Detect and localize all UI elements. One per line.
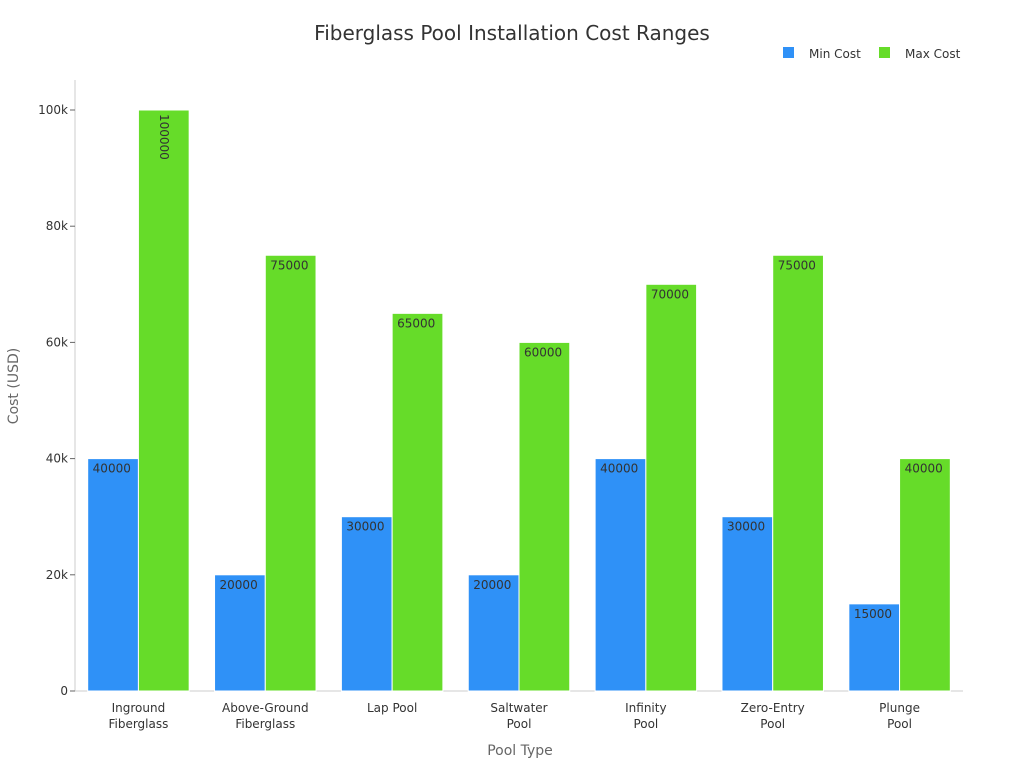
bar-min-cost [848,603,901,692]
data-label: 15000 [854,607,892,621]
bar-max-cost [137,109,190,692]
bar-min-cost [87,458,139,692]
bar-max-cost [391,312,444,692]
y-tick-label: 100k [38,103,68,117]
data-label: 20000 [473,578,511,592]
x-tick-label: Above-Ground [222,701,309,715]
y-tick-label: 0 [60,684,68,698]
legend-swatch [783,47,794,58]
data-label: 75000 [778,258,816,272]
y-tick-label: 60k [46,335,68,349]
bar-min-cost [467,574,520,692]
x-tick-label: Saltwater [490,701,547,715]
x-tick-label: Pool [633,717,658,731]
bar-max-cost [899,458,951,692]
x-tick-label: Zero-Entry [741,701,805,715]
axes: 0 20k 40k 60k 80k 100k Inground Fiberglass Above… [38,80,963,731]
bar-max-cost [264,254,317,692]
data-label: 30000 [727,520,765,534]
data-label: 40000 [93,462,131,476]
legend-label: Max Cost [905,47,961,61]
data-label: 70000 [651,287,689,301]
data-label: 20000 [220,578,258,592]
data-label: 40000 [600,462,638,476]
x-axis-label: Pool Type [487,743,553,759]
legend-label: Min Cost [809,47,861,61]
data-label: 30000 [346,520,384,534]
bars: 40000 100000 20000 75000 30000 65000 20000 6000… [87,109,951,692]
x-tick-label: Lap Pool [367,701,417,715]
x-tick-label: Plunge [879,701,920,715]
legend: Min Cost Max Cost [783,47,961,61]
data-label: 65000 [397,316,435,330]
bar-max-cost [645,283,698,692]
x-tick-label: Pool [760,717,785,731]
x-tick-label: Pool [507,717,532,731]
x-tick-label: Fiberglass [108,717,168,731]
bar-min-cost [721,516,774,692]
data-label: 75000 [270,258,308,272]
x-tick-label: Pool [887,717,912,731]
x-tick-label: Fiberglass [235,717,295,731]
bar-max-cost [772,254,824,692]
y-axis-label: Cost (USD) [6,348,22,424]
x-tick-label: Inground [112,701,166,715]
data-label: 60000 [524,345,562,359]
bar-min-cost [594,458,647,692]
y-tick-label: 20k [46,568,68,582]
bar-min-cost [214,574,266,692]
chart-title: Fiberglass Pool Installation Cost Ranges [314,21,710,45]
y-tick-label: 80k [46,219,68,233]
data-label: 100000 [157,114,171,160]
data-label: 40000 [905,462,943,476]
legend-swatch [879,47,890,58]
bar-max-cost [518,341,571,692]
y-tick-label: 40k [46,452,68,466]
x-tick-label: Infinity [625,701,666,715]
bar-min-cost [340,516,393,692]
